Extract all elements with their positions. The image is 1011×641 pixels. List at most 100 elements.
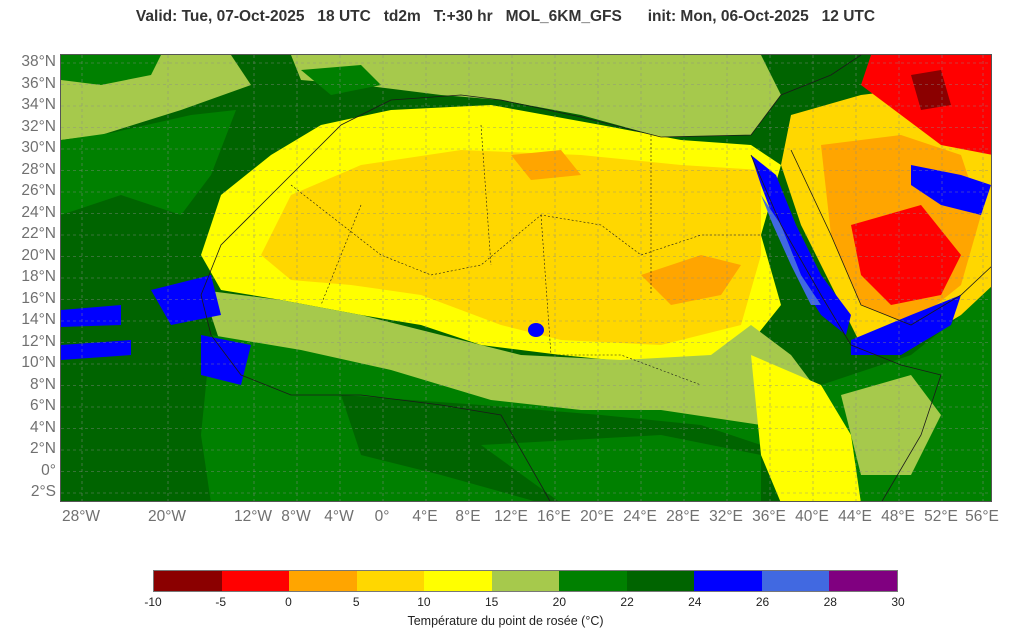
colorbar-segment (491, 571, 560, 591)
colorbar-tick-label: 24 (688, 595, 702, 609)
latitude-label: 12°N (21, 332, 56, 350)
mediterranean-sea (291, 55, 781, 137)
latitude-label: 0° (41, 461, 56, 479)
country-borders (290, 124, 761, 386)
longitude-label: 28°E (666, 508, 700, 525)
iran-very-dry (911, 70, 951, 110)
colorbar-tick-label: 22 (620, 595, 634, 609)
longitude-label: 24°E (623, 508, 657, 525)
colorbar-segment (289, 571, 357, 591)
latitude-label: 2°S (30, 483, 56, 500)
atlantic-blue-patch-1 (151, 275, 221, 325)
gulf-of-aden (851, 295, 961, 355)
colorbar-tick-label: -10 (144, 595, 162, 609)
latitude-label: 6°N (29, 397, 56, 414)
persian-gulf (911, 165, 991, 215)
red-sea (751, 155, 851, 335)
red-sea-inner (761, 195, 821, 305)
africa-north-coast (200, 55, 862, 296)
colorbar (153, 570, 898, 592)
longitude-label: 52°E (924, 508, 958, 525)
latitude-label: 30°N (21, 139, 56, 156)
latitude-label: 22°N (21, 225, 56, 242)
atlantic-blue-patch-4 (61, 340, 131, 360)
border-line-2 (480, 124, 492, 266)
longitude-label: 32°E (709, 508, 743, 525)
longitude-label: 36°E (752, 508, 786, 525)
map-title: Valid: Tue, 07-Oct-2025 18 UTC td2m T:+3… (135, 8, 876, 25)
colorbar-tick-label: 10 (417, 595, 431, 609)
latitude-label: 24°N (21, 203, 56, 221)
colorbar-segment (761, 571, 830, 591)
latitude-label: 20°N (21, 246, 56, 264)
colorbar-tick-label: 30 (891, 595, 905, 609)
colorbar-segment (559, 571, 627, 591)
longitude-label: 12°E (494, 508, 528, 525)
longitude-label: 8°W (281, 508, 311, 525)
colorbar-tick-label: 0 (285, 595, 292, 609)
latitude-label: 10°N (21, 354, 56, 371)
map-canvas (61, 55, 991, 501)
latitude-label: 8°N (29, 375, 56, 393)
longitude-label: 48°E (881, 508, 915, 525)
colorbar-tick-label: 15 (484, 595, 499, 609)
latitude-label: 36°N (21, 74, 56, 92)
colorbar-segment (829, 571, 898, 591)
latitude-label: 28°N (21, 160, 56, 178)
colorbar-tick-label: -5 (215, 595, 227, 609)
lake-chad (528, 323, 544, 337)
colorbar-tick-label: 26 (755, 595, 770, 609)
longitude-label: 28°W (61, 508, 101, 525)
atlantic-green-area (61, 110, 236, 215)
latitude-label: 32°N (21, 117, 56, 135)
latitude-label: 34°N (21, 96, 56, 113)
longitude-label: 20°E (580, 508, 614, 525)
longitude-label: 44°E (838, 508, 872, 525)
colorbar-tick-label: 5 (352, 595, 360, 609)
latitude-label: 38°N (21, 53, 56, 70)
rub-al-khali-dry (851, 205, 961, 305)
longitude-label: 16°E (537, 508, 571, 525)
colorbar-segment (694, 571, 762, 591)
latitude-label: 26°N (21, 182, 56, 199)
atlantic-blue-patch-2 (201, 335, 251, 385)
atlantic-blue-patch-3 (61, 305, 121, 327)
east-africa-highlands (751, 355, 861, 501)
colorbar-segment (356, 571, 425, 591)
longitude-label: 12°W (233, 508, 273, 525)
africa-west-coast (200, 294, 551, 501)
med-west-green (301, 65, 381, 95)
longitude-label: 20°W (147, 508, 187, 525)
border-line-4 (320, 204, 362, 306)
longitude-label: 56°E (965, 508, 999, 525)
latitude-label: 18°N (21, 268, 56, 285)
colorbar-segment (424, 571, 492, 591)
colorbar-segment (154, 571, 222, 591)
longitude-label: 4°W (324, 508, 354, 525)
latitude-label: 14°N (21, 311, 56, 328)
longitude-label: 4°E (412, 508, 438, 525)
longitude-label: 8°E (455, 508, 481, 525)
congo-basin (481, 435, 761, 501)
borders (200, 55, 991, 501)
latitude-label: 16°N (21, 289, 56, 307)
colorbar-tick-label: 20 (552, 595, 567, 609)
sahara-core (261, 150, 761, 345)
sudan-dry-patch (641, 255, 741, 305)
latitude-label: 2°N (29, 440, 56, 457)
grid-lines (61, 55, 991, 501)
colorbar-tick-label: 28 (823, 595, 837, 609)
colorbar-segment (221, 571, 290, 591)
libya-dry-patch (511, 150, 581, 180)
arabia-coast (790, 149, 991, 326)
atlantic-north-green (61, 55, 161, 85)
sahel-band (201, 290, 821, 435)
longitude-label: 40°E (795, 508, 829, 525)
latitude-label: 4°N (29, 418, 56, 436)
colorbar-title: Température du point de rosée (°C) (407, 614, 604, 628)
colorbar-segment (626, 571, 695, 591)
africa-east-coast (750, 154, 942, 501)
dewpoint-map[interactable] (60, 54, 992, 502)
longitude-label: 0° (374, 508, 390, 525)
border-line-5 (540, 214, 702, 386)
